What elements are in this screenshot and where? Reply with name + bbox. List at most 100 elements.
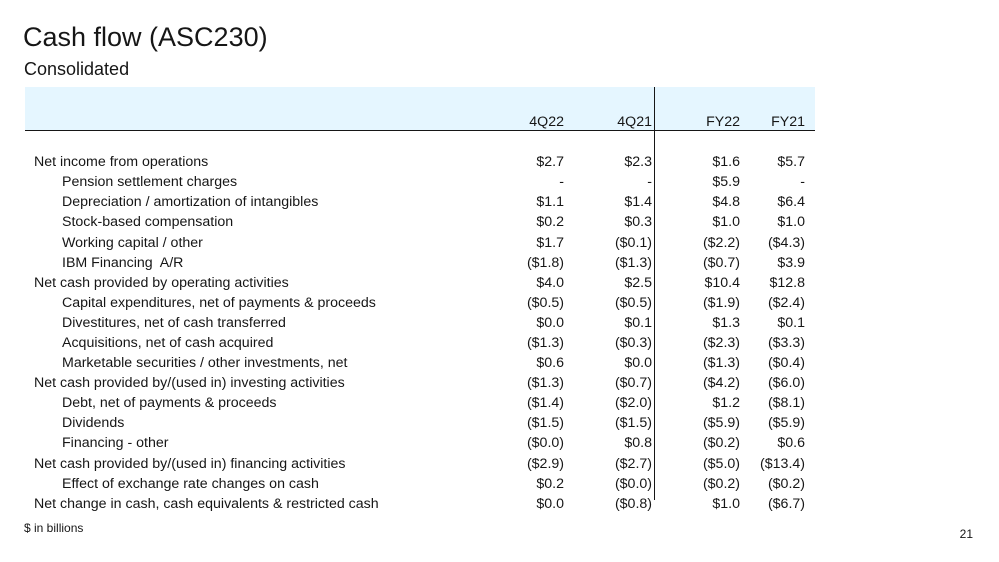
- cell-fy21: ($5.9): [767, 415, 805, 432]
- table-row-depreciation: Depreciation / amortization of intangibl…: [25, 192, 815, 212]
- row-label: Net income from operations: [34, 154, 209, 171]
- cell-fy22: $1.2: [712, 395, 740, 412]
- cell-fy21: $0.6: [777, 435, 805, 452]
- cell-fy22: $5.9: [712, 174, 740, 191]
- row-label: Dividends: [62, 415, 125, 432]
- table-row-net-income: Net income from operations $2.7 $2.3 $1.…: [25, 152, 815, 172]
- cell-fy22: ($0.2): [702, 435, 740, 452]
- row-label: Net cash provided by/(used in) financing…: [34, 455, 346, 472]
- cell-fy22: $1.0: [712, 495, 740, 512]
- table-row-investing-total: Net cash provided by/(used in) investing…: [25, 373, 815, 393]
- cell-fy22: $1.3: [712, 314, 740, 331]
- table-row-working-capital: Working capital / other $1.7 ($0.1) ($2.…: [25, 232, 815, 252]
- column-header-fy21: FY21: [771, 114, 805, 130]
- cell-fy22: ($1.3): [702, 355, 740, 372]
- cell-fy21: ($6.7): [767, 495, 805, 512]
- cell-fy21: $3.9: [777, 254, 805, 271]
- cell-fy21: ($2.4): [767, 294, 805, 311]
- table-row-financing-other: Financing - other ($0.0) $0.8 ($0.2) $0.…: [25, 433, 815, 453]
- row-label: Marketable securities / other investment…: [62, 355, 348, 372]
- cell-4q21: ($0.7): [614, 375, 652, 392]
- cell-4q22: $0.2: [536, 475, 564, 492]
- cell-fy21: ($0.4): [767, 355, 805, 372]
- cell-4q22: ($1.3): [526, 375, 564, 392]
- cell-fy21: $5.7: [777, 154, 805, 171]
- cell-4q22: $1.1: [536, 194, 564, 211]
- row-label: Divestitures, net of cash transferred: [62, 314, 286, 331]
- cell-fy21: $6.4: [777, 194, 805, 211]
- row-label: Net change in cash, cash equivalents & r…: [34, 495, 379, 512]
- cell-4q21: $2.5: [624, 274, 652, 291]
- cell-4q21: ($0.3): [614, 334, 652, 351]
- page-number: 21: [959, 527, 973, 541]
- cell-4q22: ($1.8): [526, 254, 564, 271]
- cell-fy22: ($1.9): [702, 294, 740, 311]
- row-label: Net cash provided by/(used in) investing…: [34, 375, 345, 392]
- cell-4q22: $0.2: [536, 214, 564, 231]
- table-row-divestitures: Divestitures, net of cash transferred $0…: [25, 313, 815, 333]
- row-label: Debt, net of payments & proceeds: [62, 395, 277, 412]
- cell-4q21: ($1.3): [614, 254, 652, 271]
- cell-4q21: $2.3: [624, 154, 652, 171]
- cell-4q22: $4.0: [536, 274, 564, 291]
- cell-4q22: $2.7: [536, 154, 564, 171]
- table-row-capex: Capital expenditures, net of payments & …: [25, 293, 815, 313]
- cell-fy21: ($4.3): [767, 234, 805, 251]
- cell-4q22: ($0.5): [526, 294, 564, 311]
- row-label: Stock-based compensation: [62, 214, 234, 231]
- cell-4q21: ($0.1): [614, 234, 652, 251]
- cell-4q21: ($2.0): [614, 395, 652, 412]
- page-title: Cash flow (ASC230): [23, 22, 268, 52]
- column-header-label: [25, 112, 440, 132]
- cell-fy22: $4.8: [712, 194, 740, 211]
- row-label: IBM Financing A/R: [62, 254, 184, 271]
- row-label: Financing - other: [62, 435, 169, 452]
- table-row-operating-total: Net cash provided by operating activitie…: [25, 273, 815, 293]
- row-label: Net cash provided by operating activitie…: [34, 274, 289, 291]
- page-subtitle: Consolidated: [24, 59, 130, 79]
- cell-fy22: ($5.0): [702, 455, 740, 472]
- table-row-acquisitions: Acquisitions, net of cash acquired ($1.3…: [25, 333, 815, 353]
- table-row-ibm-financing: IBM Financing A/R ($1.8) ($1.3) ($0.7) $…: [25, 253, 815, 273]
- row-label: Acquisitions, net of cash acquired: [62, 334, 274, 351]
- table-row-pension: Pension settlement charges - - $5.9 -: [25, 172, 815, 192]
- cell-fy22: $1.6: [712, 154, 740, 171]
- table-row-marketable-securities: Marketable securities / other investment…: [25, 353, 815, 373]
- cell-fy21: $12.8: [769, 274, 805, 291]
- cell-4q22: ($1.4): [526, 395, 564, 412]
- table-header-row: 4Q22 4Q21 FY22 FY21: [25, 112, 815, 132]
- cell-4q22: ($1.5): [526, 415, 564, 432]
- cell-4q22: ($2.9): [526, 455, 564, 472]
- cell-fy21: ($0.2): [767, 475, 805, 492]
- cell-fy22: $1.0: [712, 214, 740, 231]
- cell-fy22: ($2.2): [702, 234, 740, 251]
- cell-4q21: ($0.8): [614, 495, 652, 512]
- table-row-dividends: Dividends ($1.5) ($1.5) ($5.9) ($5.9): [25, 413, 815, 433]
- row-label: Depreciation / amortization of intangibl…: [62, 194, 319, 211]
- cell-4q22: $0.0: [536, 495, 564, 512]
- table-header-band: [25, 87, 815, 131]
- cell-fy22: ($2.3): [702, 334, 740, 351]
- table-row-net-change: Net change in cash, cash equivalents & r…: [25, 494, 815, 514]
- cell-4q21: $0.3: [624, 214, 652, 231]
- cash-flow-table: 4Q22 4Q21 FY22 FY21 Net income from oper…: [25, 112, 815, 514]
- cell-4q22: $0.6: [536, 355, 564, 372]
- row-label: Working capital / other: [62, 234, 203, 251]
- table-row-exchange-rate: Effect of exchange rate changes on cash …: [25, 474, 815, 494]
- cell-4q21: ($0.0): [614, 475, 652, 492]
- cell-fy22: ($4.2): [702, 375, 740, 392]
- cell-4q22: ($0.0): [526, 435, 564, 452]
- cell-fy22: ($0.7): [702, 254, 740, 271]
- cell-fy21: ($8.1): [767, 395, 805, 412]
- cell-fy21: -: [800, 174, 805, 191]
- row-label: Capital expenditures, net of payments & …: [62, 294, 376, 311]
- table-row-financing-total: Net cash provided by/(used in) financing…: [25, 454, 815, 474]
- row-label: Effect of exchange rate changes on cash: [62, 475, 319, 492]
- cell-fy21: $0.1: [777, 314, 805, 331]
- units-footnote: $ in billions: [24, 521, 84, 535]
- table-row-stock-comp: Stock-based compensation $0.2 $0.3 $1.0 …: [25, 212, 815, 232]
- column-header-4q22: 4Q22: [529, 114, 564, 130]
- cell-fy21: $1.0: [777, 214, 805, 231]
- column-header-fy22: FY22: [706, 114, 740, 130]
- cell-4q22: $1.7: [536, 234, 564, 251]
